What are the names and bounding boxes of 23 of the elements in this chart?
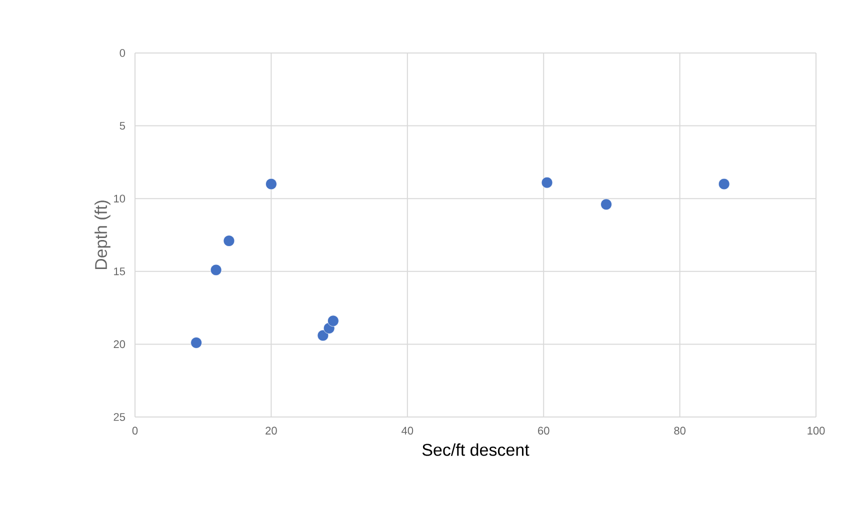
x-axis-title: Sec/ft descent: [422, 443, 530, 456]
point: [190, 337, 202, 348]
point: [317, 330, 329, 342]
point: [600, 198, 612, 210]
y-tick-label: 15: [114, 268, 126, 276]
point: [210, 264, 222, 276]
x-tick-label: 40: [402, 426, 414, 435]
x-tick-label: 0: [132, 426, 138, 435]
y-tick-label: 10: [114, 194, 126, 202]
x-tick-label: 20: [266, 426, 277, 435]
y-tick-label: 0: [120, 49, 126, 57]
point: [266, 178, 277, 190]
y-tick-label: 20: [114, 340, 126, 348]
y-axis-title: Depth (ft): [94, 200, 110, 270]
point: [327, 315, 339, 327]
point: [223, 235, 235, 247]
x-tick-label: 100: [808, 426, 825, 435]
point: [541, 176, 553, 188]
y-tick-label: 5: [120, 122, 126, 130]
x-tick-label: 60: [538, 426, 550, 435]
y-tick-label: 25: [114, 413, 126, 421]
x-tick-label: 80: [674, 426, 686, 435]
point: [718, 178, 730, 190]
